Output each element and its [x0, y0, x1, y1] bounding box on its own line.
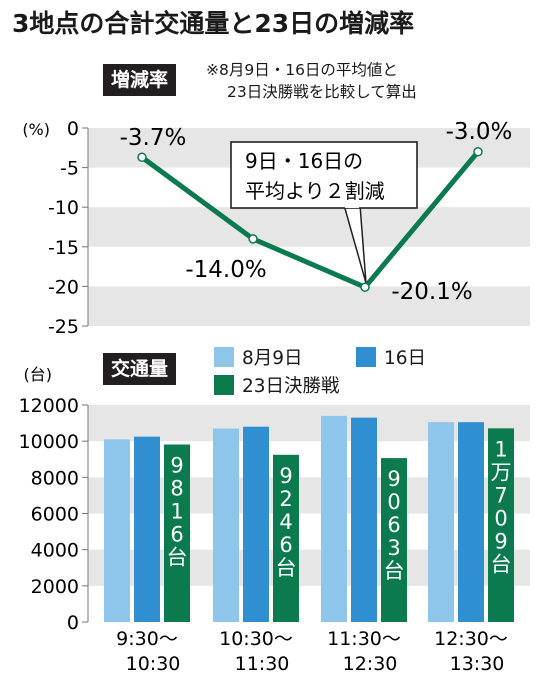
bar-aug23 — [273, 454, 299, 622]
callout-box — [230, 141, 418, 209]
legend-item-aug23: 23日決勝戦 — [214, 372, 340, 398]
y-tick-label: -20 — [48, 276, 79, 298]
legend-item-aug16: 16日 — [356, 344, 426, 370]
bar-grid-band — [88, 477, 530, 514]
bar-grid-band — [88, 549, 530, 586]
bar-aug23 — [164, 444, 190, 622]
bar-aug16 — [351, 417, 377, 622]
callout-gap — [345, 204, 359, 208]
rate-point — [473, 147, 483, 157]
rate-data-label: -14.0% — [185, 257, 266, 283]
bar-y-tick-label: 10000 — [19, 431, 79, 453]
grid-band — [88, 207, 530, 247]
bar-y-unit-label: (台) — [24, 365, 53, 384]
bar-aug16 — [243, 426, 269, 622]
y-tick-label: -10 — [48, 197, 79, 219]
rate-note-line1: ※8月9日・16日の平均値と — [206, 61, 398, 79]
volume-section-label: 交通量 — [103, 353, 177, 385]
y-tick-label: -15 — [48, 237, 79, 259]
rate-point — [137, 152, 147, 163]
x-category-label-line1: 10:30〜 — [219, 628, 293, 650]
bar-y-tick-label: 6000 — [31, 504, 79, 526]
y-unit-label: (%) — [22, 120, 50, 139]
x-category-label-line1: 12:30〜 — [434, 628, 508, 650]
rate-point — [360, 282, 370, 292]
x-category-label-line1: 9:30〜 — [116, 628, 178, 650]
bar-aug9 — [104, 439, 130, 622]
bar-y-tick-label: 4000 — [31, 540, 79, 562]
x-category-label-line1: 11:30〜 — [327, 628, 401, 650]
bar-aug9 — [321, 415, 347, 622]
bar-y-tick-label: 12000 — [19, 395, 79, 417]
callout-line1: 9日・16日の — [245, 149, 363, 173]
bar-y-tick-label: 2000 — [31, 576, 79, 598]
legend-label-aug23: 23日決勝戦 — [242, 376, 340, 397]
bar-aug9 — [428, 422, 454, 622]
legend-swatch-aug23 — [214, 375, 234, 395]
legend-label-aug9: 8月9日 — [242, 348, 303, 369]
bar-aug16 — [458, 422, 484, 622]
legend-item-aug9: 8月9日 — [214, 344, 303, 370]
x-category-label-line2: 13:30 — [450, 653, 505, 675]
legend-swatch-aug9 — [214, 347, 234, 367]
bar-aug16 — [134, 436, 160, 622]
x-category-label-line2: 12:30 — [343, 653, 398, 675]
bar-aug23 — [488, 428, 514, 622]
bar-grid-band — [88, 405, 530, 442]
x-category-label-line2: 10:30 — [126, 653, 181, 675]
rate-point — [248, 234, 258, 244]
bar-aug23 — [381, 458, 407, 622]
legend-swatch-aug16 — [356, 347, 376, 367]
rate-line — [140, 150, 480, 290]
rate-data-label: -20.1% — [391, 279, 472, 305]
grid-band — [88, 286, 530, 326]
bar-y-tick-label: 0 — [67, 612, 79, 634]
bar-y-tick-label: 8000 — [31, 467, 79, 489]
rate-section-label: 増減率 — [103, 64, 177, 96]
x-category-label-line2: 11:30 — [235, 653, 290, 675]
legend-label-aug16: 16日 — [384, 348, 427, 369]
y-tick-label: -25 — [48, 316, 79, 338]
rate-data-label: -3.0% — [446, 119, 513, 145]
bar-aug9 — [213, 428, 239, 622]
callout-line2: 平均より２割減 — [245, 179, 385, 203]
chart-title: 3地点の合計交通量と23日の増減率 — [12, 9, 415, 38]
rate-data-label: -3.7% — [120, 125, 187, 151]
y-tick-label: -5 — [60, 158, 79, 180]
y-tick-label: 0 — [67, 118, 79, 140]
rate-note-line2: 23日決勝戦を比較して算出 — [227, 83, 417, 101]
